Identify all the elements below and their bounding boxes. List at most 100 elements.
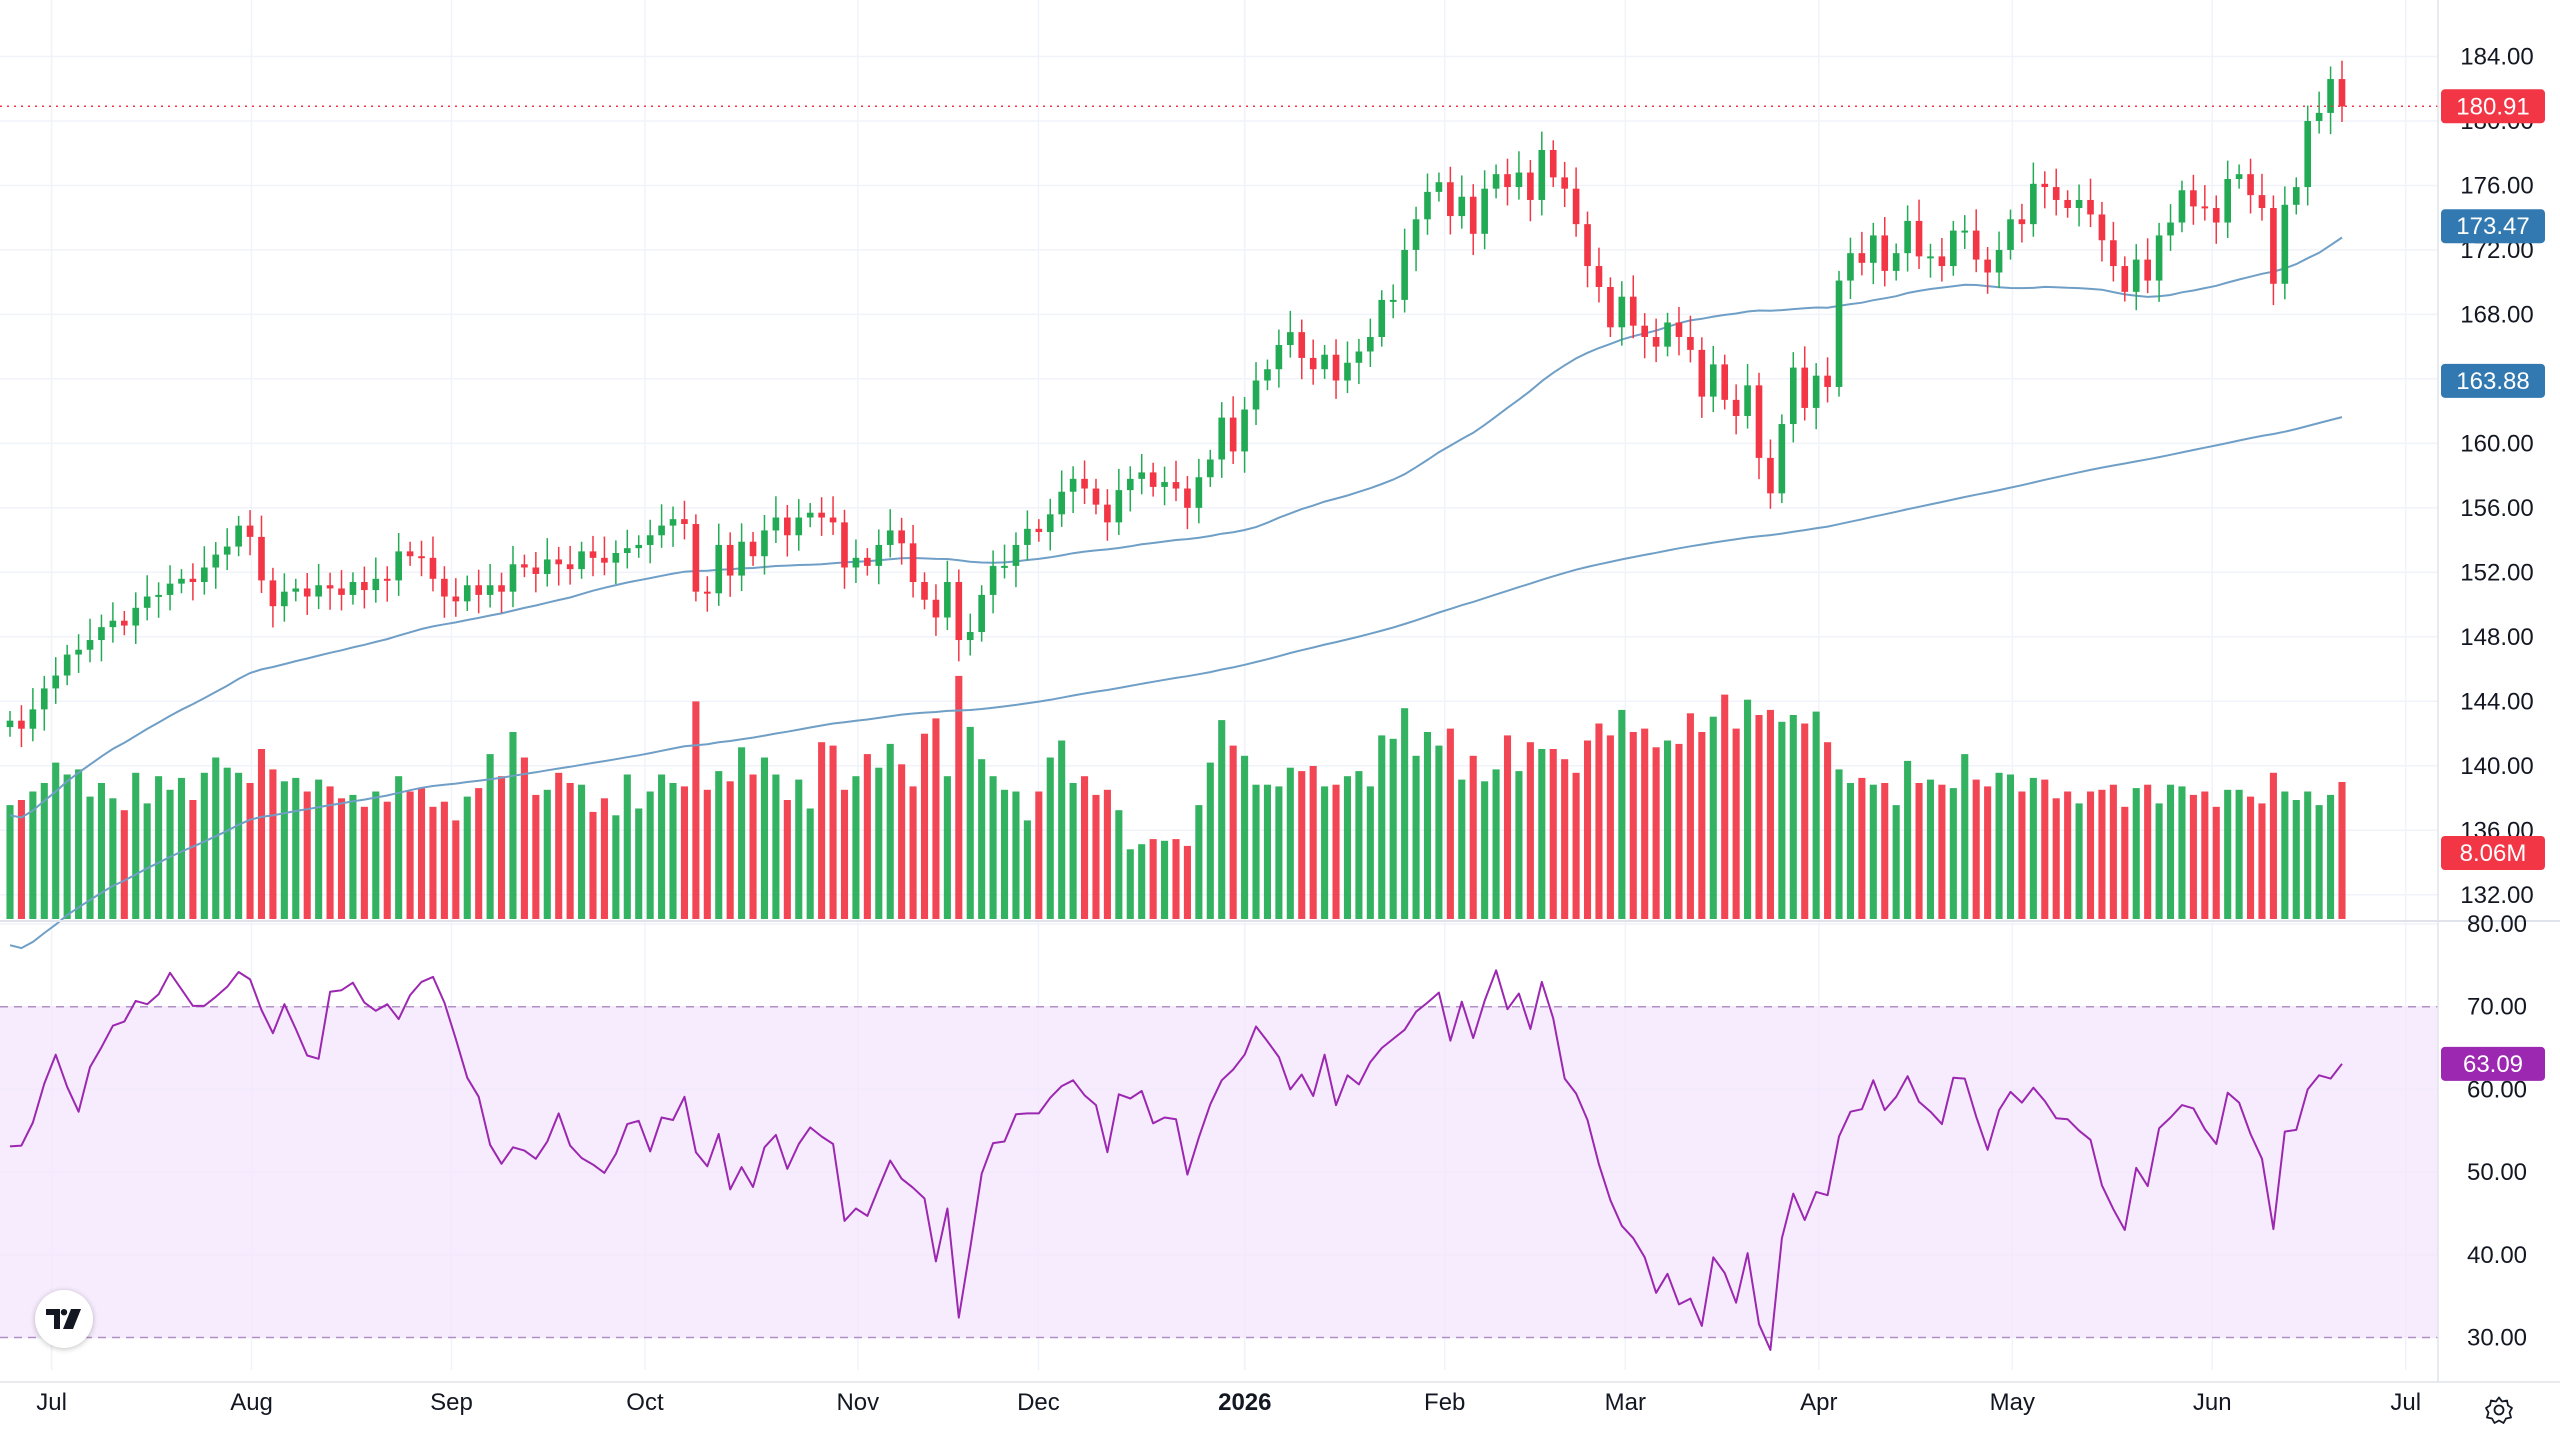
candle[interactable]	[2030, 162, 2037, 237]
candle[interactable]	[1995, 231, 2003, 288]
candle[interactable]	[681, 500, 688, 540]
candle[interactable]	[178, 569, 185, 594]
candle[interactable]	[612, 540, 620, 584]
candle[interactable]	[932, 584, 940, 636]
candle[interactable]	[921, 572, 928, 610]
candle[interactable]	[1492, 164, 1500, 199]
candle[interactable]	[1972, 209, 1980, 273]
candle[interactable]	[1767, 439, 1774, 509]
candle[interactable]	[441, 566, 448, 618]
candle[interactable]	[132, 592, 140, 644]
candle[interactable]	[2224, 160, 2232, 239]
candle[interactable]	[1104, 489, 1111, 541]
candle[interactable]	[1115, 468, 1123, 535]
candle[interactable]	[2190, 174, 2197, 225]
candle[interactable]	[1264, 359, 1271, 391]
candle[interactable]	[1184, 475, 1191, 530]
candle[interactable]	[452, 578, 460, 617]
candle[interactable]	[6, 710, 14, 737]
candle[interactable]	[1675, 306, 1683, 356]
candle[interactable]	[989, 550, 997, 614]
candle[interactable]	[1024, 510, 1031, 561]
candle[interactable]	[543, 538, 551, 587]
price-candles[interactable]	[6, 60, 2346, 748]
candle[interactable]	[749, 532, 757, 566]
candle[interactable]	[52, 657, 60, 704]
candle[interactable]	[715, 523, 723, 606]
candle[interactable]	[143, 575, 151, 621]
candle[interactable]	[1641, 313, 1649, 359]
candle[interactable]	[898, 517, 905, 565]
candle[interactable]	[1481, 170, 1488, 250]
candle[interactable]	[1081, 460, 1088, 504]
candle[interactable]	[578, 541, 585, 579]
candle[interactable]	[2052, 168, 2060, 216]
candle[interactable]	[1504, 158, 1511, 206]
candle[interactable]	[1309, 339, 1317, 385]
candle[interactable]	[1458, 175, 1466, 229]
candle[interactable]	[1664, 312, 1671, 357]
candle[interactable]	[1950, 220, 1957, 276]
candle[interactable]	[1835, 270, 1843, 397]
candle[interactable]	[1629, 275, 1637, 339]
candle[interactable]	[841, 509, 848, 589]
candle[interactable]	[2315, 91, 2323, 134]
candle[interactable]	[2292, 177, 2300, 215]
candle[interactable]	[555, 546, 563, 586]
candle[interactable]	[646, 519, 654, 564]
candle[interactable]	[589, 535, 597, 577]
candle[interactable]	[1721, 354, 1729, 410]
candle[interactable]	[1698, 337, 1706, 418]
candle[interactable]	[189, 563, 197, 601]
candle[interactable]	[1389, 284, 1397, 319]
candle[interactable]	[1092, 478, 1100, 515]
candle[interactable]	[1275, 329, 1283, 388]
candle[interactable]	[2018, 203, 2026, 243]
candle[interactable]	[1869, 222, 1877, 285]
candle[interactable]	[18, 705, 25, 748]
candle[interactable]	[966, 613, 974, 656]
candle[interactable]	[120, 611, 128, 636]
candle[interactable]	[2235, 164, 2243, 189]
candle[interactable]	[338, 570, 345, 611]
candle[interactable]	[1206, 449, 1214, 487]
candle[interactable]	[463, 575, 471, 612]
candle[interactable]	[486, 563, 494, 608]
candle[interactable]	[1058, 470, 1066, 527]
candle[interactable]	[1355, 338, 1363, 385]
candle[interactable]	[2110, 221, 2117, 282]
candle[interactable]	[1755, 372, 1763, 480]
candle[interactable]	[784, 504, 791, 557]
candle[interactable]	[1138, 454, 1146, 495]
candle[interactable]	[258, 515, 265, 593]
candle[interactable]	[1652, 318, 1660, 363]
candle[interactable]	[166, 565, 174, 611]
candle[interactable]	[2007, 209, 2014, 260]
candle[interactable]	[1527, 159, 1534, 222]
candle[interactable]	[98, 614, 105, 662]
candle[interactable]	[2212, 195, 2220, 244]
candle[interactable]	[2075, 184, 2083, 227]
candle[interactable]	[475, 569, 483, 614]
candle[interactable]	[1241, 396, 1248, 473]
candle[interactable]	[806, 503, 814, 528]
candle[interactable]	[2178, 180, 2186, 233]
candle[interactable]	[109, 602, 117, 643]
candle[interactable]	[1218, 402, 1226, 478]
candle[interactable]	[1378, 290, 1386, 347]
candle[interactable]	[1172, 460, 1180, 502]
candle[interactable]	[1321, 345, 1328, 379]
candle[interactable]	[1892, 243, 1900, 281]
candle[interactable]	[246, 510, 254, 556]
candle[interactable]	[2201, 185, 2209, 221]
candle[interactable]	[1161, 466, 1168, 506]
candle[interactable]	[395, 533, 402, 596]
candle[interactable]	[2155, 222, 2163, 302]
candle[interactable]	[1778, 414, 1786, 504]
candle[interactable]	[29, 688, 37, 742]
price-axis[interactable]: 132.00136.00140.00144.00148.00152.00156.…	[2460, 43, 2533, 908]
candle[interactable]	[1584, 211, 1591, 288]
candle[interactable]	[2281, 186, 2289, 300]
candle[interactable]	[429, 536, 437, 592]
